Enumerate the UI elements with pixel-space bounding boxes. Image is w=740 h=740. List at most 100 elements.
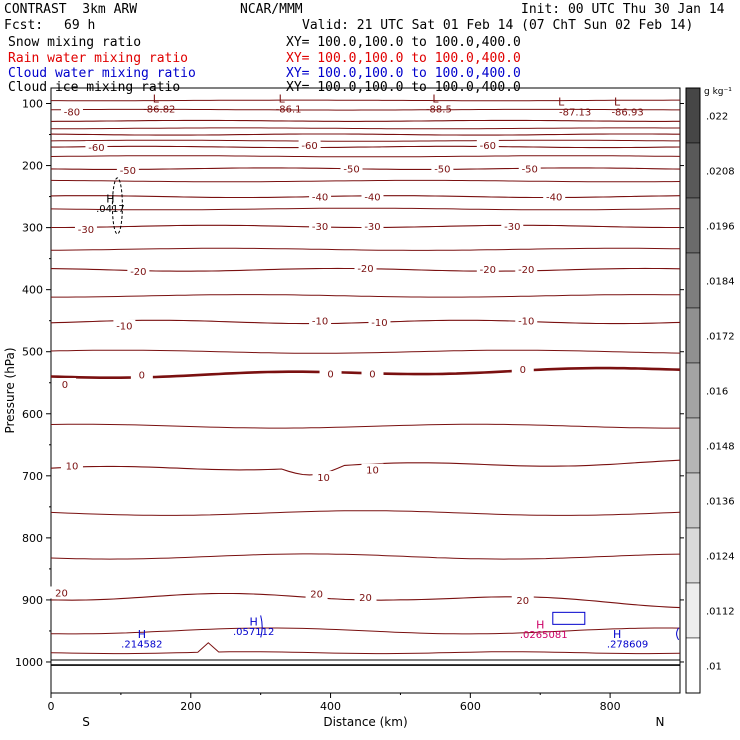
contour-label: 0 (139, 371, 145, 382)
colorbar-label: .0172 (706, 332, 735, 343)
ice-contour (111, 177, 123, 235)
colorbar-swatch (685, 637, 701, 694)
colorbar-label: .0112 (706, 607, 735, 618)
south-label: S (82, 715, 90, 729)
colorbar-label: .0124 (706, 552, 735, 563)
contour-label: 10 (366, 466, 379, 477)
cloud-max-marker: H (250, 616, 258, 629)
contour-label-bg (511, 593, 534, 606)
cloud-max-marker: H (106, 192, 114, 205)
contour-label-bg (309, 314, 332, 327)
center-label: NCAR/MMM (240, 2, 303, 17)
field-snow-label: Snow mixing ratio (8, 35, 142, 50)
y-tick-label: 500 (22, 346, 43, 359)
contour-label-bg (116, 163, 139, 176)
cloud-max-marker: H (613, 628, 621, 641)
contour-label-bg (511, 363, 534, 376)
colorbar-label: .0148 (706, 442, 735, 453)
contour-label-bg (361, 367, 384, 380)
contour-label: -20 (518, 265, 534, 276)
contour-line-extra (51, 99, 680, 102)
contour-label: -40 (546, 193, 562, 204)
contour-line-extra (50, 155, 681, 158)
colorbar-label: .0136 (706, 497, 735, 508)
y-tick-label: 1000 (15, 656, 43, 669)
cloud-max-value: .057112 (233, 627, 274, 638)
contour-label-bg (309, 219, 332, 232)
contour-label-bg (361, 463, 384, 476)
contour-label-bg (127, 265, 150, 278)
colorbar-swatch (685, 197, 701, 254)
contour-label-bg (501, 219, 524, 232)
contour-label: 0 (327, 369, 333, 380)
cloud-max-value: .214582 (121, 639, 162, 650)
contour-label-bg (305, 587, 328, 600)
fcst-value: 69 h (64, 18, 96, 33)
contour-label-bg (368, 315, 391, 328)
contour-label: -10 (518, 317, 534, 328)
low-marker: L (432, 93, 439, 106)
contour-line-m50 (50, 167, 681, 170)
colorbar-label: .0208 (706, 167, 735, 178)
colorbar-swatch (685, 362, 701, 419)
contour-label-bg (60, 105, 83, 118)
y-tick-label: 300 (22, 222, 43, 235)
colorbar-swatch (685, 527, 701, 584)
contour-label: -10 (312, 317, 328, 328)
contour-line-m60 (51, 145, 681, 149)
contour-label-bg (340, 162, 363, 175)
contour-line-extra (50, 179, 681, 183)
colorbar-label: .0184 (706, 277, 735, 288)
y-tick-label: 100 (22, 98, 43, 111)
cloud-max-value: .0417 (96, 204, 125, 215)
contour-label-bg (518, 162, 541, 175)
contour-line-extra (50, 553, 681, 560)
contour-line-extra (50, 127, 680, 130)
contour-line-extra (50, 627, 681, 635)
low-value: -87.13 (559, 108, 591, 119)
contour-label: -30 (364, 222, 380, 233)
contour-label: 0 (62, 380, 68, 391)
contour-label: -10 (371, 318, 387, 329)
contour-label-bg (361, 190, 384, 203)
y-tick-label: 600 (22, 408, 43, 421)
contour-label-bg (543, 190, 566, 203)
colorbar-swatch (685, 252, 701, 309)
low-marker: L (558, 96, 565, 109)
contour-label: 20 (55, 588, 68, 599)
cloud-water-contour (676, 627, 680, 641)
cloud-water-contour (260, 615, 263, 638)
colorbar-swatch (685, 87, 701, 144)
contour-label: -80 (64, 108, 80, 119)
colorbar-swatch (685, 307, 701, 364)
contour-line-extra (50, 207, 681, 211)
low-marker: L (614, 96, 621, 109)
contour-label-bg (309, 190, 332, 203)
colorbar-label: .022 (706, 112, 728, 123)
cloud-water-contour (552, 611, 586, 625)
contour-label: -50 (434, 165, 450, 176)
contour-label-bg (60, 459, 83, 472)
init-time: Init: 00 UTC Thu 30 Jan 14 (521, 2, 725, 17)
contour-label: 20 (310, 590, 323, 601)
contour-label: -50 (522, 165, 538, 176)
contour-label: -20 (480, 265, 496, 276)
contour-label-bg (319, 367, 342, 380)
contour-label-bg (515, 263, 538, 276)
contour-label: 20 (359, 593, 372, 604)
contour-label: -40 (364, 193, 380, 204)
contour-line-m10 (50, 319, 681, 325)
contour-line-m80 (50, 119, 680, 122)
north-label: N (656, 715, 665, 729)
colorbar-label: .016 (706, 387, 728, 398)
low-value: -86.93 (611, 108, 643, 119)
contour-label-bg (515, 314, 538, 327)
contour-line-extra (50, 349, 681, 354)
contour-label: -20 (357, 264, 373, 275)
contour-line-extra (51, 294, 681, 298)
contour-label: -30 (504, 222, 520, 233)
y-tick-label: 700 (22, 470, 43, 483)
contour-label: -10 (116, 322, 132, 333)
colorbar-label: .01 (706, 662, 722, 673)
colorbar-swatch (685, 582, 701, 639)
